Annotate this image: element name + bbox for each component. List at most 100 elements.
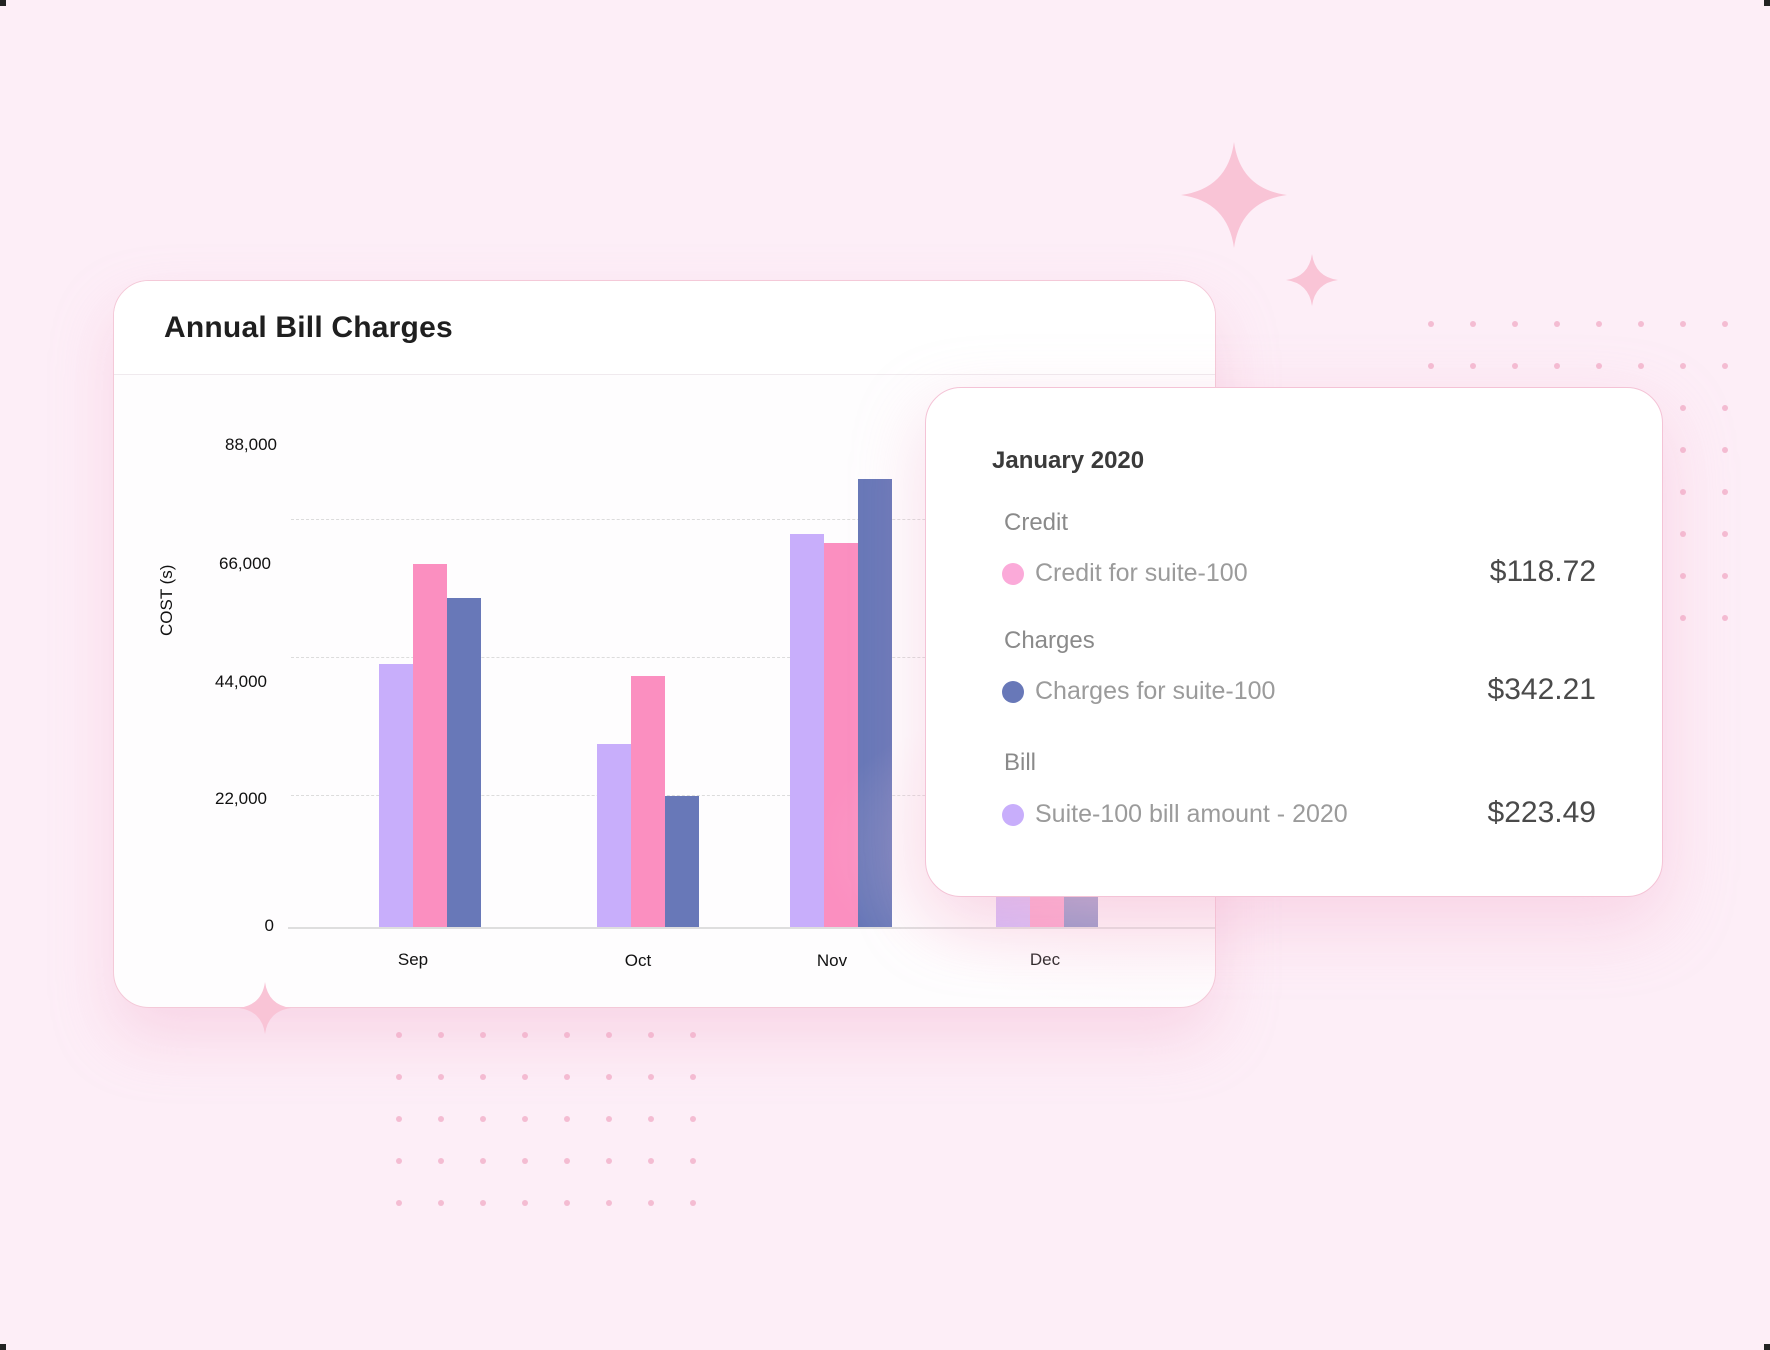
decorative-dot [1512,363,1518,369]
decorative-dot [1722,405,1728,411]
decorative-dot [1680,615,1686,621]
decorative-dot [1638,321,1644,327]
bar-sep-charges[interactable] [447,597,481,927]
decorative-dot [648,1158,654,1164]
decorative-dot [1680,321,1686,327]
card-title: Annual Bill Charges [164,311,453,344]
decorative-dot [564,1116,570,1122]
decorative-dot [606,1158,612,1164]
bar-sep-bill[interactable] [379,664,413,927]
decorative-dot [1722,615,1728,621]
bar-nov-charges[interactable] [858,478,892,927]
decorative-dot [1554,363,1560,369]
decorative-dot [648,1074,654,1080]
tooltip-row-label: Credit for suite-100 [1035,559,1248,587]
y-tick-88000: 88,000 [225,435,277,454]
tooltip-section-charges: Charges [1004,627,1095,654]
tooltip-section-credit: Credit [1004,509,1069,536]
sparkle-small-icon [1286,254,1338,306]
y-tick-22000: 22,000 [215,789,267,808]
decorative-dot [438,1158,444,1164]
decorative-dot [480,1074,486,1080]
decorative-dot [396,1200,402,1206]
x-tick-sep: Sep [397,950,429,969]
decorative-dot [396,1116,402,1122]
tooltip-row-credit: Credit for suite-100 $118.72 [1002,555,1596,591]
decorative-dot [522,1200,528,1206]
decorative-dot [1554,321,1560,327]
tooltip-title: January 2020 [992,447,1145,474]
bar-sep-credit[interactable] [413,563,447,927]
decorative-dot [1428,321,1434,327]
bar-oct-charges[interactable] [665,795,699,927]
card-header: Annual Bill Charges [114,281,1215,375]
decorative-dot [1680,405,1686,411]
decorative-dot [606,1200,612,1206]
decorative-dot [1722,447,1728,453]
sparkle-card-corner-icon [239,982,291,1034]
decorative-dot [396,1158,402,1164]
decorative-dot [438,1074,444,1080]
tooltip-row-label: Charges for suite-100 [1035,677,1276,705]
decorative-dot [1680,573,1686,579]
bill-dot-icon [1002,804,1024,826]
tooltip-row-label: Suite-100 bill amount - 2020 [1035,800,1348,828]
corner-mark-tl [0,0,6,6]
decorative-dot [1722,489,1728,495]
decorative-dot [1680,531,1686,537]
decorative-dot [690,1158,696,1164]
decorative-dot [1470,363,1476,369]
decorative-dot [438,1032,444,1038]
gridline [291,657,1215,658]
decorative-dot [438,1116,444,1122]
bar-nov-credit[interactable] [824,543,858,927]
decorative-dot [480,1116,486,1122]
sparkle-large-icon [1181,142,1287,248]
corner-mark-tr [1764,0,1770,6]
corner-mark-br [1764,1344,1770,1350]
decorative-dot [480,1032,486,1038]
decorative-dot [522,1158,528,1164]
decorative-dot [1596,321,1602,327]
tooltip-row-charges: Charges for suite-100 $342.21 [1002,673,1596,709]
bar-nov-bill[interactable] [790,533,824,927]
decorative-dot [1680,489,1686,495]
decorative-dot [690,1200,696,1206]
x-tick-nov: Nov [816,951,848,970]
decorative-dot [1722,321,1728,327]
gridline [291,519,1215,520]
decorative-dot [564,1200,570,1206]
decorative-dot [1638,363,1644,369]
decorative-dot [690,1074,696,1080]
credit-dot-icon [1002,563,1024,585]
decorative-dot [564,1032,570,1038]
decorative-dot [480,1200,486,1206]
decorative-dot [522,1116,528,1122]
bar-oct-credit[interactable] [631,675,665,927]
decorative-dot [1722,531,1728,537]
chart-tooltip: January 2020 Credit Credit for suite-100… [925,387,1663,897]
y-tick-44000: 44,000 [215,672,267,691]
decorative-dot [1722,363,1728,369]
tooltip-section-bill: Bill [1004,749,1037,776]
x-tick-oct: Oct [624,951,652,970]
gridline [291,795,1215,796]
x-axis-line [288,927,1215,929]
decorative-dot [606,1116,612,1122]
decorative-dot [606,1074,612,1080]
decorative-dot [438,1200,444,1206]
decorative-dot [1722,573,1728,579]
decorative-dot [648,1032,654,1038]
tooltip-row-amount: $223.49 [1487,796,1596,829]
decorative-dot [1470,321,1476,327]
tooltip-row-amount: $342.21 [1487,673,1596,706]
decorative-dot [564,1074,570,1080]
decorative-dot [1428,363,1434,369]
bar-oct-bill[interactable] [597,744,631,927]
y-axis-title: COST (s) [157,564,176,636]
decorative-dot [648,1116,654,1122]
y-tick-0: 0 [264,916,274,935]
decorative-dot [690,1032,696,1038]
decorative-dot [564,1158,570,1164]
decorative-dot [480,1158,486,1164]
